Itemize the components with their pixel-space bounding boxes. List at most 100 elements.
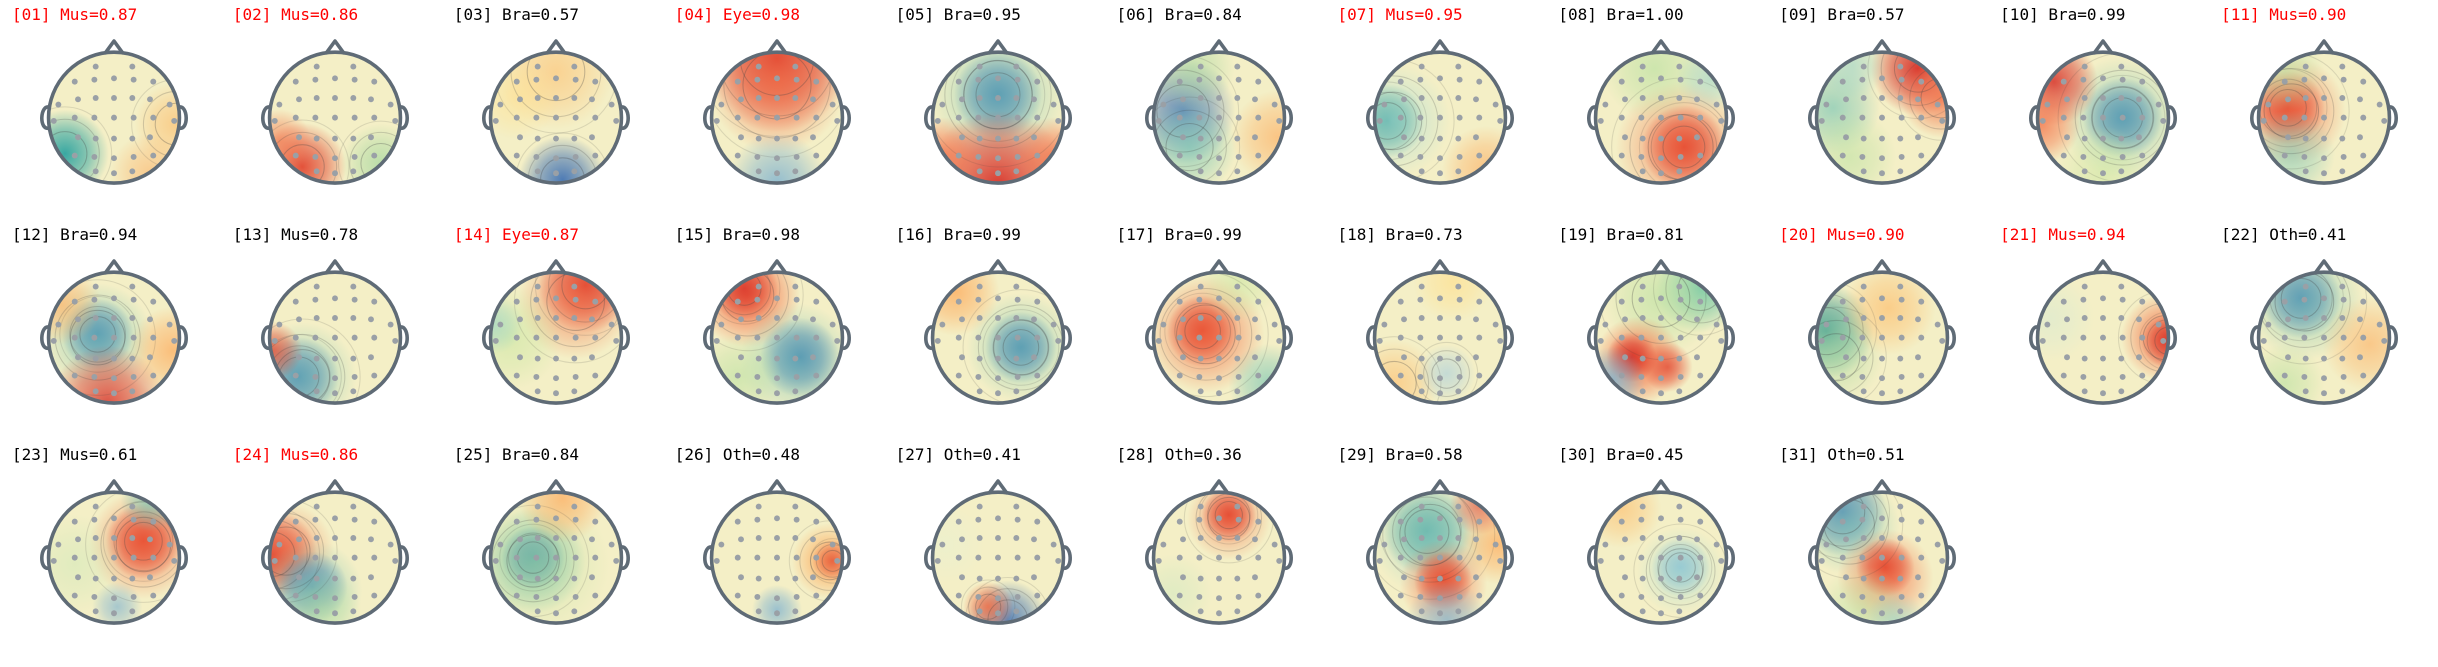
sensor-dot [1013, 283, 1020, 290]
sensor-dot [352, 76, 358, 83]
ica-component-cell[interactable]: [28] Oth=0.36 [1109, 442, 1330, 662]
sensor-dot [755, 168, 762, 175]
sensor-dot [1677, 296, 1684, 303]
sensor-dot [1436, 515, 1443, 522]
sensor-dot [2356, 96, 2363, 103]
ica-component-cell[interactable]: [25] Bra=0.84 [446, 442, 667, 662]
sensor-dot [1697, 518, 1704, 525]
ica-component-cell[interactable]: [29] Bra=0.58 [1329, 442, 1550, 662]
right-ear-outline [398, 105, 410, 130]
sensor-dot [332, 375, 339, 382]
ica-component-cell[interactable]: [19] Bra=0.81 [1550, 222, 1771, 442]
sensor-dot [314, 575, 320, 582]
sensor-dot [976, 535, 983, 541]
sensor-dot [332, 575, 339, 582]
ica-component-cell[interactable]: [18] Bra=0.73 [1329, 222, 1550, 442]
ica-component-cell[interactable]: [01] Mus=0.87 [4, 2, 225, 222]
sensor-dot [371, 518, 378, 525]
contour-line [1391, 496, 1462, 567]
ica-component-cell[interactable]: [05] Bra=0.95 [888, 2, 1109, 222]
sensor-dot [1918, 518, 1924, 525]
contour-line [1816, 333, 1860, 382]
sensor-dot [1436, 575, 1443, 582]
sensor-dot [1497, 557, 1504, 564]
sensor-dot [1436, 114, 1443, 121]
component-label: [30] Bra=0.45 [1558, 445, 1684, 464]
sensor-dot [1397, 372, 1404, 379]
sensor-dot [1176, 298, 1183, 305]
ica-component-cell[interactable]: [09] Bra=0.57 [1771, 2, 1992, 222]
contour-line [1374, 492, 1496, 600]
sensor-dot [147, 354, 154, 361]
sensor-dot [534, 168, 541, 175]
ica-component-cell[interactable]: [31] Oth=0.51 [1771, 442, 1992, 662]
sensor-dot [1381, 541, 1388, 548]
ica-component-cell[interactable]: [17] Bra=0.99 [1109, 222, 1330, 442]
sensor-dot [1638, 334, 1645, 341]
sensor-dot [368, 354, 375, 361]
sensor-dot [810, 354, 817, 361]
sensor-dot [734, 518, 741, 525]
sensor-dot [312, 554, 319, 561]
ica-component-cell[interactable]: [21] Mus=0.94 [1992, 222, 2213, 442]
ica-component-cell[interactable]: [02] Mus=0.86 [225, 2, 446, 222]
sensor-dot [738, 96, 745, 103]
right-ear-outline [1503, 545, 1514, 570]
ica-component-cell[interactable]: [06] Bra=0.84 [1109, 2, 1330, 222]
sensor-dot [754, 554, 761, 561]
ica-component-cell[interactable]: [08] Bra=1.00 [1550, 2, 1771, 222]
sensor-dot [975, 593, 982, 600]
sensor-dot [2138, 334, 2145, 341]
ica-component-cell[interactable]: [26] Oth=0.48 [667, 442, 888, 662]
ica-component-cell[interactable]: [04] Eye=0.98 [667, 2, 888, 222]
ica-component-cell[interactable]: [07] Mus=0.95 [1329, 2, 1550, 222]
ica-component-cell[interactable]: [10] Bra=0.99 [1992, 2, 2213, 222]
sensor-dot [1155, 557, 1162, 564]
contour-line [968, 586, 1009, 624]
sensor-dot [755, 608, 762, 615]
ica-component-cell[interactable]: [20] Mus=0.90 [1771, 222, 1992, 442]
sensor-dot [1276, 337, 1283, 344]
ica-component-cell[interactable]: [23] Mus=0.61 [4, 442, 225, 662]
contour-line [1153, 69, 1225, 153]
ica-component-cell[interactable]: [03] Bra=0.57 [446, 2, 667, 222]
ica-component-cell[interactable]: [22] Oth=0.41 [2213, 222, 2434, 442]
sensor-dot [1376, 557, 1383, 564]
sensor-dot [1252, 134, 1258, 141]
ica-component-cell[interactable]: [30] Bra=0.45 [1550, 442, 1771, 662]
ica-component-cell[interactable]: [16] Bra=0.99 [888, 222, 1109, 442]
sensor-dot [2080, 153, 2086, 160]
ica-component-cell[interactable]: [14] Eye=0.87 [446, 222, 667, 442]
ica-component-cell[interactable]: [11] Mus=0.90 [2213, 2, 2434, 222]
sensor-dot [2080, 296, 2086, 303]
ica-component-cell[interactable]: [12] Bra=0.94 [4, 222, 225, 442]
sensor-dot [959, 316, 966, 323]
sensor-dot [1196, 373, 1203, 380]
sensor-dot [714, 337, 720, 344]
sensor-dot [1418, 135, 1425, 142]
sensor-dot [72, 152, 79, 159]
sensor-dot [754, 114, 761, 121]
sensor-dot [1938, 117, 1945, 124]
ica-component-cell[interactable]: [24] Mus=0.86 [225, 442, 446, 662]
ica-component-cell[interactable]: [13] Mus=0.78 [225, 222, 446, 442]
contour-line [1816, 306, 1887, 404]
sensor-dot [1657, 95, 1664, 101]
sensor-dot [571, 95, 578, 101]
sensor-dot [296, 574, 303, 581]
sensor-dot [332, 554, 339, 561]
sensor-dot [1472, 574, 1479, 581]
sensor-dot [72, 78, 79, 85]
left-ear-outline [1365, 545, 1377, 570]
contour-line [711, 272, 781, 325]
sensor-dot [1155, 337, 1162, 344]
sensor-dot [1013, 608, 1020, 615]
sensor-dot [955, 372, 962, 379]
ica-component-cell[interactable]: [27] Oth=0.41 [888, 442, 1109, 662]
sensor-dot [332, 135, 339, 142]
sensor-dot [1878, 595, 1885, 602]
sensor-dot [2039, 117, 2046, 124]
sensor-dot [2320, 375, 2327, 382]
sensor-dot [1693, 316, 1700, 323]
ica-component-cell[interactable]: [15] Bra=0.98 [667, 222, 888, 442]
